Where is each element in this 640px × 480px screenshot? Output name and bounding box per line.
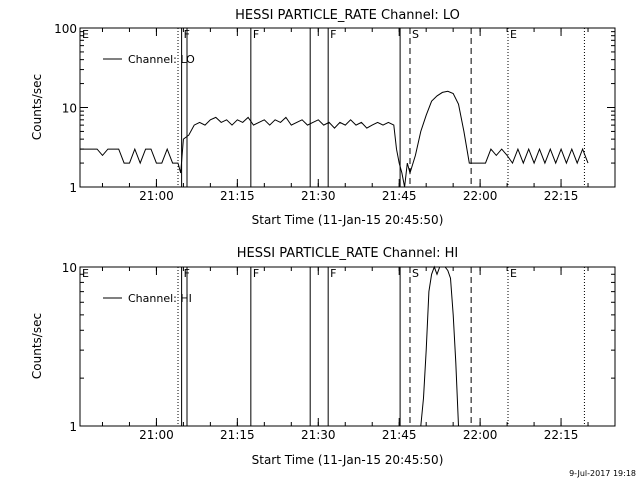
x-tick-label: 21:15 [220,428,255,442]
event-marker-label: S [412,267,419,280]
x-axis-label: Start Time (11-Jan-15 20:45:50) [252,213,444,227]
x-tick-label: 22:00 [463,189,498,203]
y-axis-label: Counts/sec [30,313,44,379]
x-tick-label: 21:30 [301,189,336,203]
event-marker-label: F [330,267,336,280]
x-tick-label: 21:15 [220,189,255,203]
chart-panel-1: HESSI PARTICLE_RATE Channel: HI Start Tim… [30,246,616,467]
chart-title: HESSI PARTICLE_RATE Channel: HI [237,246,458,261]
plot-frame [79,266,616,427]
y-tick-label: 100 [54,22,77,36]
legend-entry: Channel: LO [128,53,195,66]
y-tick-label: 1 [69,181,77,195]
legend-entry: Channel: HI [128,292,192,305]
x-tick-label: 21:00 [139,189,174,203]
footer-timestamp: 9-Jul-2017 19:18 [569,469,636,478]
x-tick-label: 21:45 [382,428,417,442]
chart-panel-0: HESSI PARTICLE_RATE Channel: LO Start Tim… [30,8,616,227]
y-tick-label: 10 [62,261,77,275]
event-marker-label: E [510,267,517,280]
event-marker-label: S [412,28,419,41]
x-tick-label: 22:15 [544,189,579,203]
event-marker-label: E [82,267,89,280]
series-line [420,265,459,427]
y-axis-label: Counts/sec [30,74,44,140]
event-marker-label: E [82,28,89,41]
y-tick-label: 10 [62,102,77,116]
x-tick-label: 21:30 [301,428,336,442]
event-marker-label: E [510,28,517,41]
chart-title: HESSI PARTICLE_RATE Channel: LO [235,8,460,23]
series-line [80,90,589,188]
event-marker-label: F [253,267,259,280]
y-tick-label: 1 [69,420,77,434]
x-axis-label: Start Time (11-Jan-15 20:45:50) [252,453,444,467]
event-marker-label: F [253,28,259,41]
x-tick-label: 22:00 [463,428,498,442]
event-marker-label: F [330,28,336,41]
x-tick-label: 21:00 [139,428,174,442]
x-tick-label: 22:15 [544,428,579,442]
x-tick-label: 21:45 [382,189,417,203]
